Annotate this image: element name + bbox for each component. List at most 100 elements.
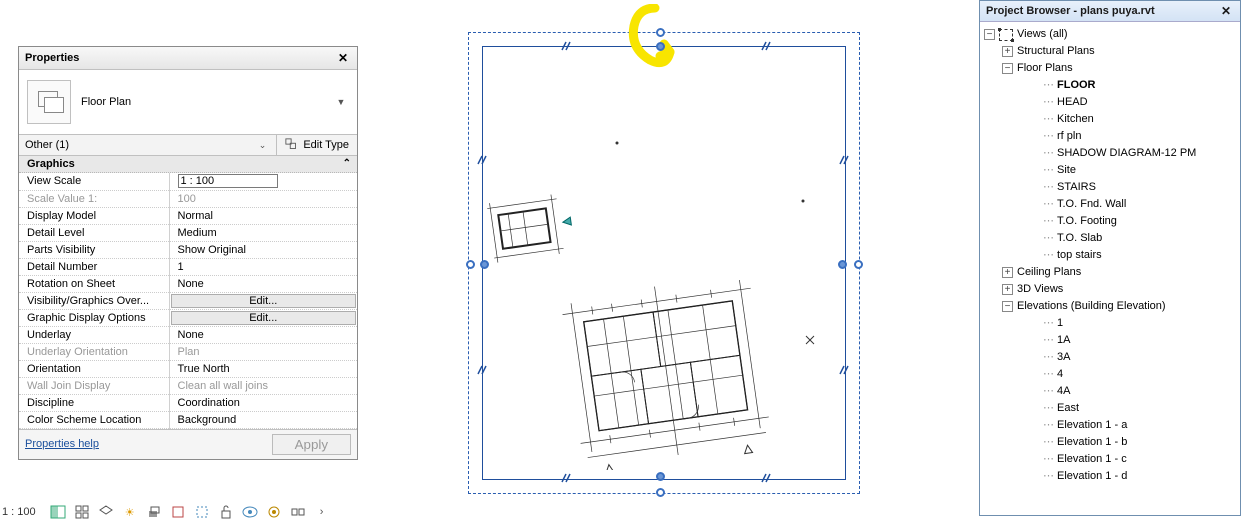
property-row[interactable]: Underlay OrientationPlan xyxy=(19,343,357,360)
tree-item[interactable]: ⋯T.O. Fnd. Wall xyxy=(980,196,1240,213)
property-row[interactable]: Scale Value 1:100 xyxy=(19,190,357,207)
property-row[interactable]: Color Scheme LocationBackground xyxy=(19,411,357,428)
apply-button[interactable]: Apply xyxy=(272,434,351,455)
collapse-icon[interactable]: ⌃ xyxy=(343,158,351,170)
property-row[interactable]: Detail Number1 xyxy=(19,258,357,275)
detail-level-icon[interactable] xyxy=(74,504,90,520)
property-value[interactable]: Coordination xyxy=(169,394,357,411)
tree-item[interactable]: ⋯STAIRS xyxy=(980,179,1240,196)
property-value[interactable]: Background xyxy=(169,411,357,428)
tree-item[interactable]: ⋯T.O. Slab xyxy=(980,230,1240,247)
tree-item[interactable]: ⋯Site xyxy=(980,162,1240,179)
property-row[interactable]: UnderlayNone xyxy=(19,326,357,343)
crop-region-visible-icon[interactable] xyxy=(194,504,210,520)
property-value[interactable]: True North xyxy=(169,360,357,377)
tree-item-label: Elevation 1 - c xyxy=(1057,451,1127,468)
property-row[interactable]: Display ModelNormal xyxy=(19,207,357,224)
crop-handle[interactable] xyxy=(656,488,665,497)
property-row[interactable]: View Scale1 : 100 xyxy=(19,173,357,190)
visual-style-icon[interactable] xyxy=(98,504,114,520)
property-row[interactable]: DisciplineCoordination xyxy=(19,394,357,411)
property-value[interactable]: Normal xyxy=(169,207,357,224)
project-browser-titlebar[interactable]: Project Browser - plans puya.rvt ✕ xyxy=(980,1,1240,22)
collapse-icon[interactable]: − xyxy=(1002,63,1013,74)
tree-item-label: 4 xyxy=(1057,366,1063,383)
crop-handle[interactable] xyxy=(466,260,475,269)
tree-item[interactable]: −Elevations (Building Elevation) xyxy=(980,298,1240,315)
reveal-hidden-icon[interactable] xyxy=(266,504,282,520)
crop-handle[interactable] xyxy=(656,472,665,481)
tree-item[interactable]: ⋯Elevation 1 - d xyxy=(980,468,1240,485)
chevron-down-icon[interactable]: ▼ xyxy=(333,97,349,107)
family-dropdown[interactable]: Other (1) ⌄ xyxy=(19,135,277,155)
property-row[interactable]: OrientationTrue North xyxy=(19,360,357,377)
crop-region-inner[interactable] xyxy=(482,46,846,480)
tree-item[interactable]: ⋯HEAD xyxy=(980,94,1240,111)
sun-path-icon[interactable]: ☀ xyxy=(122,504,138,520)
model-graphics-icon[interactable] xyxy=(50,504,66,520)
expand-icon[interactable]: + xyxy=(1002,267,1013,278)
collapse-icon[interactable]: − xyxy=(984,29,995,40)
tree-item[interactable]: ⋯Elevation 1 - a xyxy=(980,417,1240,434)
tree-item[interactable]: ⋯Kitchen xyxy=(980,111,1240,128)
tree-item[interactable]: ⋯1 xyxy=(980,315,1240,332)
tree-item[interactable]: ⋯4 xyxy=(980,366,1240,383)
property-value[interactable]: 1 : 100 xyxy=(169,173,357,190)
expand-icon[interactable]: + xyxy=(1002,46,1013,57)
property-value[interactable]: Show Original xyxy=(169,241,357,258)
close-icon[interactable]: ✕ xyxy=(1218,4,1234,18)
tree-item[interactable]: ⋯rf pln xyxy=(980,128,1240,145)
crop-handle[interactable] xyxy=(656,28,665,37)
section-tick xyxy=(760,472,772,484)
property-row[interactable]: Wall Join DisplayClean all wall joins xyxy=(19,377,357,394)
property-row[interactable]: Detail LevelMedium xyxy=(19,224,357,241)
property-row[interactable]: Graphic Display OptionsEdit... xyxy=(19,309,357,326)
edit-button[interactable]: Edit... xyxy=(171,294,357,308)
property-value[interactable]: None xyxy=(169,326,357,343)
tree-item[interactable]: ⋯Elevation 1 - b xyxy=(980,434,1240,451)
shadows-icon[interactable] xyxy=(146,504,162,520)
worksharing-icon[interactable] xyxy=(290,504,306,520)
collapse-icon[interactable]: − xyxy=(1002,301,1013,312)
expand-icon[interactable]: + xyxy=(1002,284,1013,295)
temp-hide-icon[interactable] xyxy=(242,504,258,520)
crop-handle[interactable] xyxy=(480,260,489,269)
tree-item[interactable]: +Ceiling Plans xyxy=(980,264,1240,281)
property-value[interactable]: Medium xyxy=(169,224,357,241)
tree-item[interactable]: ⋯top stairs xyxy=(980,247,1240,264)
property-value-input[interactable]: 1 : 100 xyxy=(178,174,278,188)
crop-handle[interactable] xyxy=(656,42,665,51)
edit-button[interactable]: Edit... xyxy=(171,311,357,325)
tree-item[interactable]: ⋯SHADOW DIAGRAM-12 PM xyxy=(980,145,1240,162)
property-value[interactable]: 1 xyxy=(169,258,357,275)
property-row[interactable]: Rotation on SheetNone xyxy=(19,275,357,292)
crop-handle[interactable] xyxy=(854,260,863,269)
tree-item[interactable]: ⋯1A xyxy=(980,332,1240,349)
property-value[interactable]: Edit... xyxy=(169,292,357,309)
properties-help-link[interactable]: Properties help xyxy=(25,438,99,450)
group-header-graphics[interactable]: Graphics ⌃ xyxy=(19,156,357,173)
close-icon[interactable]: ✕ xyxy=(335,51,351,65)
properties-titlebar[interactable]: Properties ✕ xyxy=(19,47,357,70)
tree-item[interactable]: ⋯FLOOR xyxy=(980,77,1240,94)
tree-item[interactable]: +Structural Plans xyxy=(980,43,1240,60)
tree-item[interactable]: ⋯Elevation 1 - c xyxy=(980,451,1240,468)
property-row[interactable]: Parts VisibilityShow Original xyxy=(19,241,357,258)
tree-item[interactable]: −Floor Plans xyxy=(980,60,1240,77)
status-scale[interactable]: 1 : 100 xyxy=(2,506,36,518)
type-selector[interactable]: Floor Plan ▼ xyxy=(19,70,357,135)
tree-item[interactable]: −Views (all) xyxy=(980,26,1240,43)
property-value[interactable]: None xyxy=(169,275,357,292)
tree-item[interactable]: ⋯4A xyxy=(980,383,1240,400)
edit-type-button[interactable]: Edit Type xyxy=(277,135,357,155)
property-value[interactable]: Edit... xyxy=(169,309,357,326)
tree-item[interactable]: ⋯East xyxy=(980,400,1240,417)
unlock-icon[interactable] xyxy=(218,504,234,520)
crop-handle[interactable] xyxy=(838,260,847,269)
chevron-right-icon[interactable]: › xyxy=(314,504,330,520)
property-row[interactable]: Visibility/Graphics Over...Edit... xyxy=(19,292,357,309)
tree-item[interactable]: ⋯T.O. Footing xyxy=(980,213,1240,230)
tree-item[interactable]: +3D Views xyxy=(980,281,1240,298)
crop-view-icon[interactable] xyxy=(170,504,186,520)
tree-item[interactable]: ⋯3A xyxy=(980,349,1240,366)
